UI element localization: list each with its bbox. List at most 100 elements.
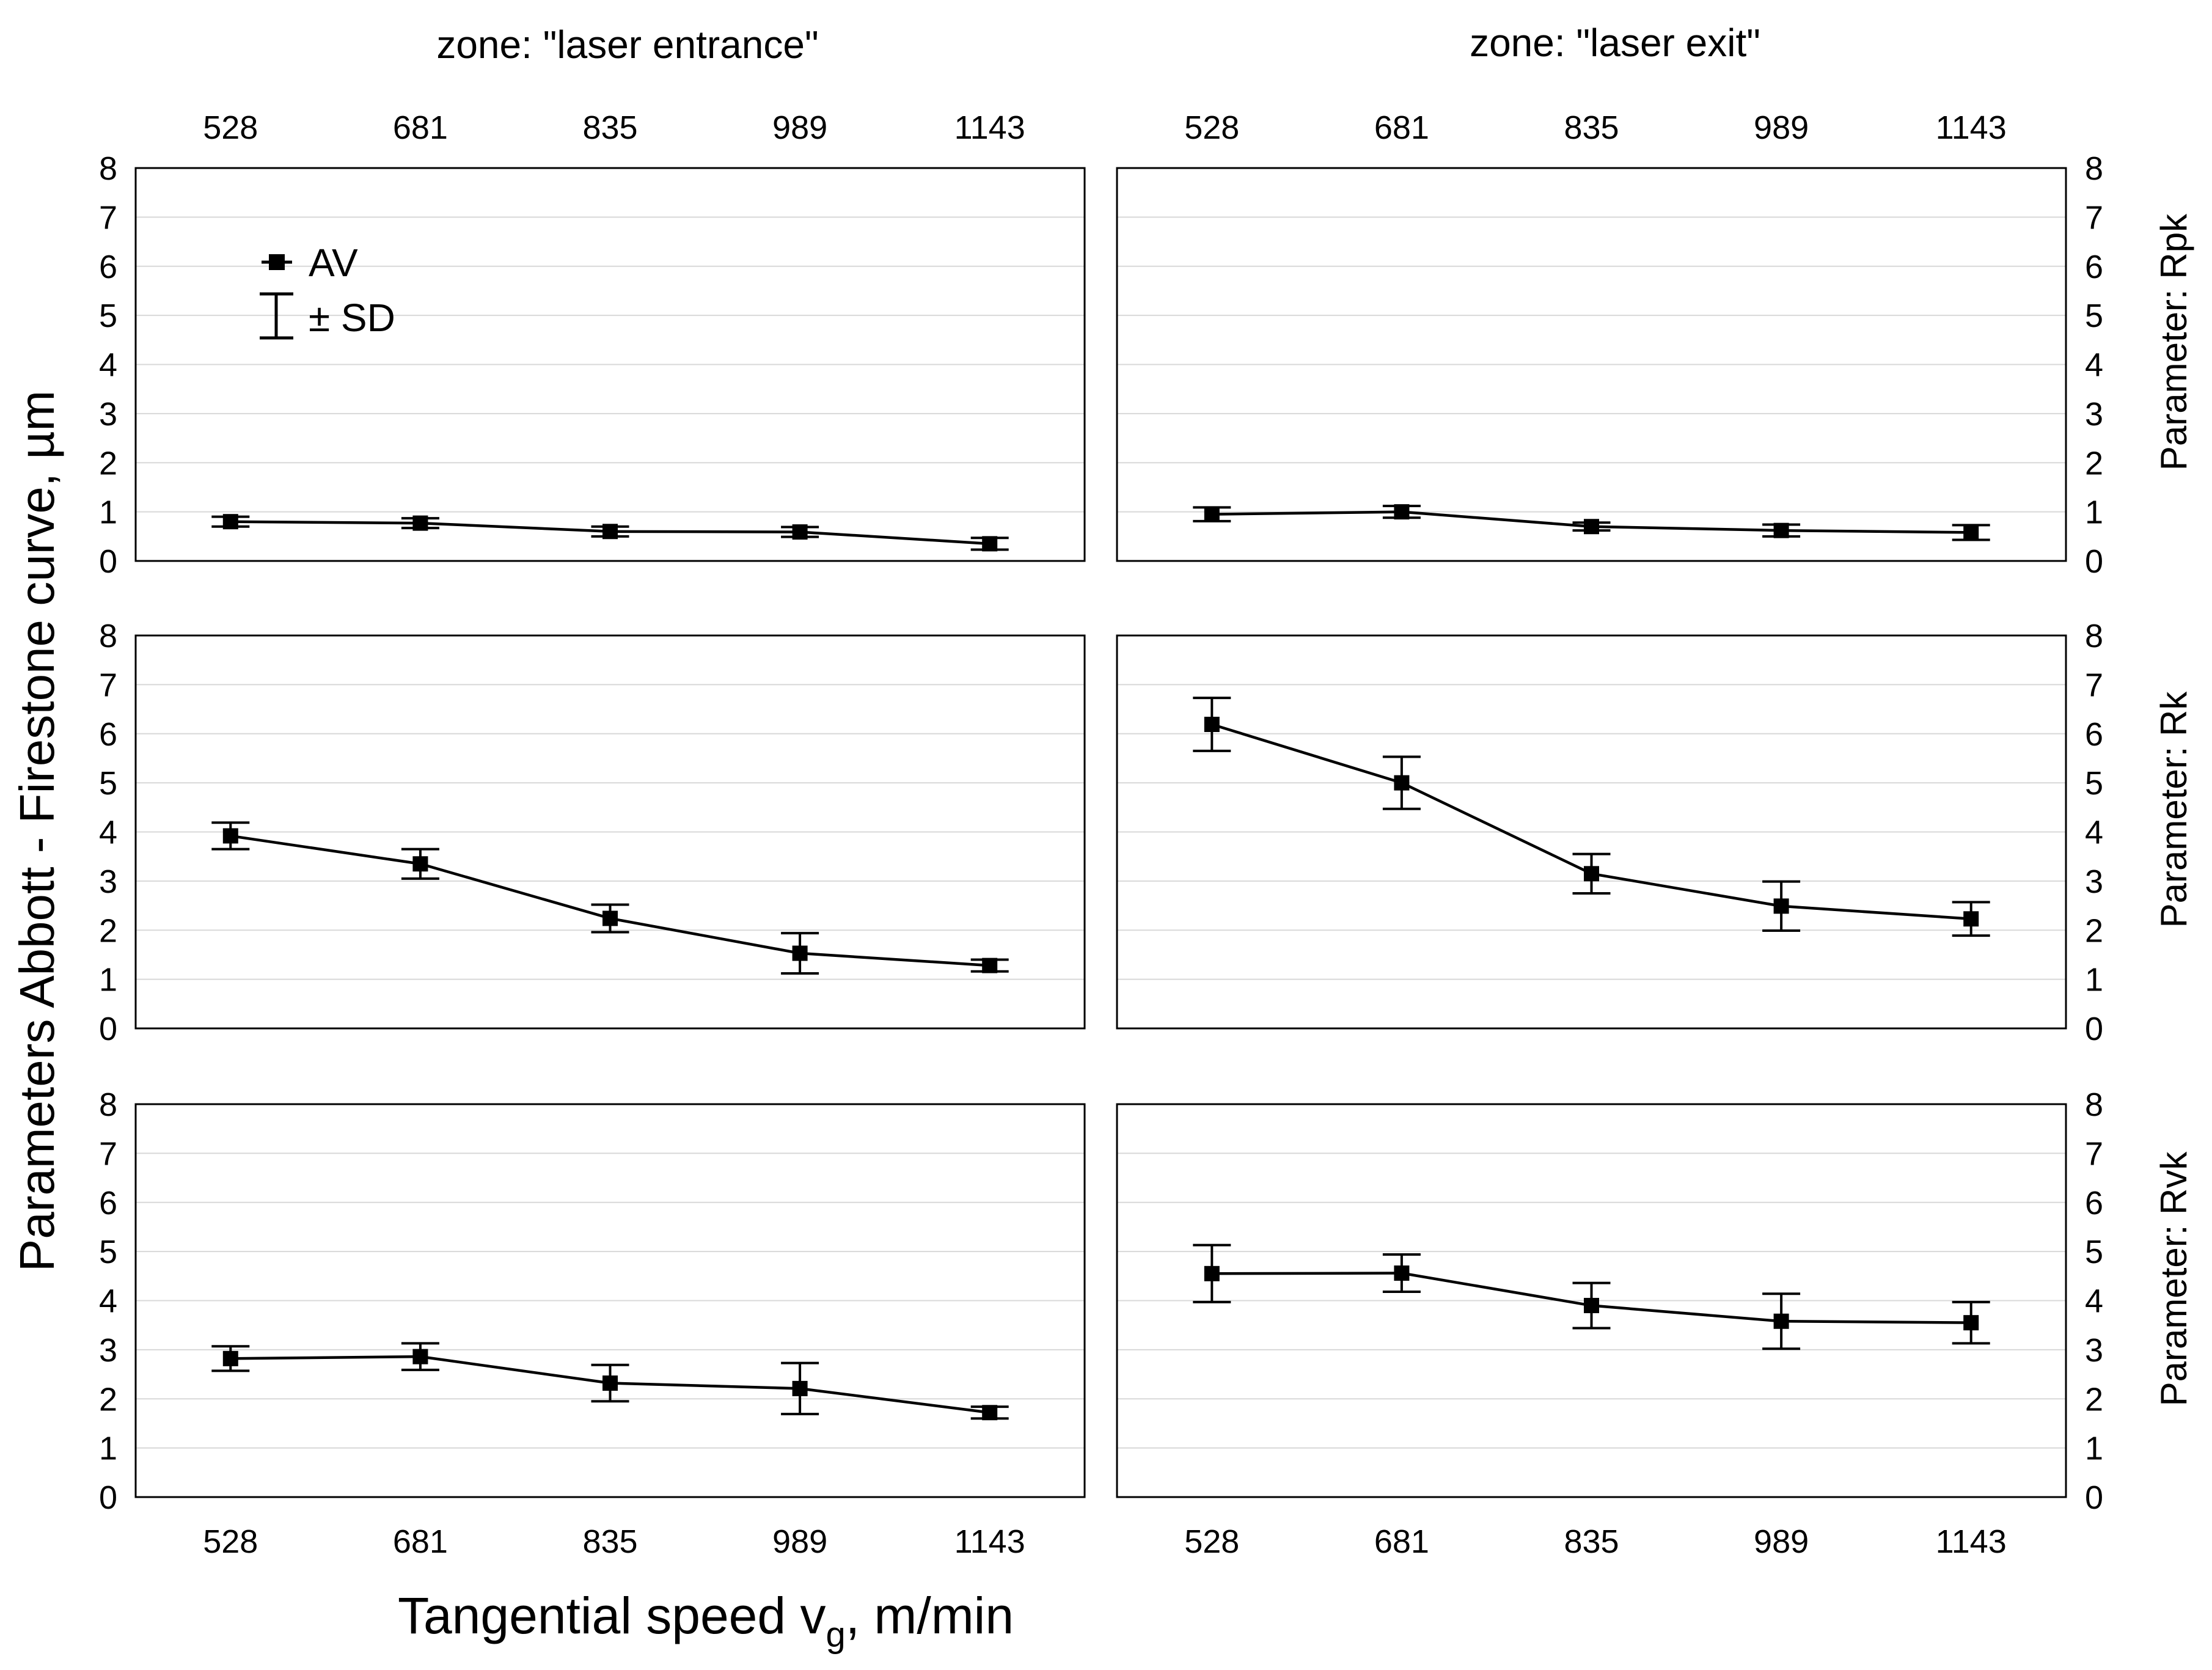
- x-tick-label-bottom-entrance-989: 989: [772, 1523, 827, 1560]
- y-tick-label-right-rk-4: 4: [2085, 815, 2103, 851]
- x-tick-label-bottom-exit-528: 528: [1184, 1523, 1239, 1560]
- data-point-rpk-entrance-528: [222, 514, 238, 530]
- y-tick-label-right-rpk-2: 2: [2085, 445, 2103, 482]
- y-tick-label-right-rk-3: 3: [2085, 863, 2103, 900]
- legend-sd-label: ± SD: [309, 296, 395, 340]
- parameter-label-rpk: Parameter: Rpk: [2153, 213, 2194, 471]
- panel-frame-rvk-exit: [1116, 1103, 2067, 1498]
- data-point-rk-entrance-528: [222, 828, 238, 844]
- data-point-rvk-exit-835: [1584, 1298, 1599, 1314]
- x-tick-label-top-entrance-681: 681: [393, 109, 448, 146]
- x-axis-label-subscript: g: [826, 1615, 845, 1655]
- y-tick-label-left-rpk-3: 3: [99, 396, 117, 433]
- y-tick-label-left-rvk-5: 5: [99, 1234, 117, 1270]
- data-point-rpk-entrance-835: [602, 524, 618, 540]
- y-tick-label-right-rvk-2: 2: [2085, 1381, 2103, 1418]
- y-tick-label-left-rpk-2: 2: [99, 445, 117, 482]
- panel-frame-rk-exit: [1116, 634, 2067, 1030]
- y-tick-label-right-rpk-7: 7: [2085, 199, 2103, 236]
- x-tick-label-bottom-entrance-835: 835: [582, 1523, 637, 1560]
- data-point-rvk-exit-989: [1773, 1313, 1789, 1329]
- y-tick-label-right-rvk-3: 3: [2085, 1332, 2103, 1369]
- y-tick-label-right-rvk-1: 1: [2085, 1430, 2103, 1467]
- x-tick-label-top-exit-528: 528: [1184, 109, 1239, 146]
- data-point-rvk-entrance-835: [602, 1375, 618, 1391]
- y-tick-label-left-rk-4: 4: [99, 815, 117, 851]
- data-point-rk-exit-1143: [1963, 911, 1979, 927]
- y-tick-label-left-rpk-6: 6: [99, 249, 117, 285]
- data-point-rpk-exit-528: [1204, 507, 1220, 522]
- y-tick-label-right-rk-1: 1: [2085, 962, 2103, 998]
- data-point-rvk-entrance-1143: [982, 1405, 998, 1421]
- x-tick-label-top-exit-835: 835: [1564, 109, 1619, 146]
- y-tick-label-right-rvk-8: 8: [2085, 1086, 2103, 1123]
- panel-frame-rpk-exit: [1116, 167, 2067, 562]
- data-point-rk-exit-835: [1584, 866, 1599, 882]
- y-tick-label-right-rpk-4: 4: [2085, 347, 2103, 384]
- x-tick-label-bottom-entrance-681: 681: [393, 1523, 448, 1560]
- y-tick-label-left-rvk-8: 8: [99, 1086, 117, 1123]
- x-tick-label-top-entrance-989: 989: [772, 109, 827, 146]
- y-tick-label-left-rvk-1: 1: [99, 1430, 117, 1467]
- y-tick-label-left-rpk-0: 0: [99, 543, 117, 580]
- legend: AV ± SD: [260, 241, 395, 340]
- y-tick-label-left-rk-2: 2: [99, 912, 117, 949]
- data-point-rpk-exit-989: [1773, 522, 1789, 538]
- x-tick-label-top-entrance-528: 528: [203, 109, 258, 146]
- data-point-rvk-exit-681: [1394, 1265, 1410, 1281]
- x-tick-label-top-exit-1143: 1143: [1936, 109, 2007, 146]
- panel-frame-rk-entrance: [134, 634, 1086, 1030]
- y-tick-label-left-rvk-4: 4: [99, 1283, 117, 1320]
- y-tick-label-right-rpk-1: 1: [2085, 494, 2103, 531]
- zone-label-right: zone: "laser exit": [1470, 21, 1760, 65]
- y-tick-label-left-rk-6: 6: [99, 716, 117, 753]
- y-tick-label-right-rk-2: 2: [2085, 912, 2103, 949]
- y-tick-label-left-rk-5: 5: [99, 765, 117, 802]
- data-point-rk-entrance-681: [412, 856, 428, 872]
- series-line-rk-entrance: [230, 834, 990, 967]
- y-tick-label-left-rvk-0: 0: [99, 1479, 117, 1516]
- y-tick-label-right-rk-0: 0: [2085, 1011, 2103, 1047]
- y-tick-label-left-rpk-7: 7: [99, 199, 117, 236]
- data-point-rvk-entrance-681: [412, 1349, 428, 1364]
- y-tick-label-left-rk-7: 7: [99, 667, 117, 703]
- y-tick-label-right-rvk-4: 4: [2085, 1283, 2103, 1320]
- data-point-rpk-exit-1143: [1963, 524, 1979, 540]
- data-point-rk-exit-681: [1394, 775, 1410, 791]
- data-point-rpk-entrance-989: [792, 524, 808, 540]
- x-tick-label-top-exit-681: 681: [1374, 109, 1429, 146]
- y-tick-label-right-rvk-0: 0: [2085, 1479, 2103, 1516]
- x-tick-label-bottom-exit-835: 835: [1564, 1523, 1619, 1560]
- data-point-rvk-exit-528: [1204, 1265, 1220, 1281]
- y-tick-label-left-rvk-3: 3: [99, 1332, 117, 1369]
- legend-av-label: AV: [309, 241, 358, 285]
- data-point-rvk-entrance-528: [222, 1350, 238, 1366]
- panel-frame-rvk-entrance: [134, 1103, 1086, 1498]
- y-tick-label-right-rpk-3: 3: [2085, 396, 2103, 433]
- y-tick-label-right-rpk-5: 5: [2085, 298, 2103, 334]
- x-tick-label-bottom-exit-989: 989: [1754, 1523, 1809, 1560]
- data-layer: [211, 504, 1990, 1421]
- x-axis-label-suffix: , m/min: [846, 1587, 1014, 1644]
- y-tick-label-right-rpk-6: 6: [2085, 249, 2103, 285]
- x-tick-label-top-entrance-835: 835: [582, 109, 637, 146]
- x-tick-label-top-entrance-1143: 1143: [954, 109, 1025, 146]
- x-axis-label-main: Tangential speed v: [398, 1587, 826, 1644]
- y-tick-label-left-rk-3: 3: [99, 863, 117, 900]
- y-tick-label-right-rpk-0: 0: [2085, 543, 2103, 580]
- y-tick-label-right-rvk-6: 6: [2085, 1185, 2103, 1221]
- zone-label-left: zone: "laser entrance": [436, 23, 818, 67]
- panel-frames: [134, 167, 2067, 1498]
- y-tick-label-left-rvk-6: 6: [99, 1185, 117, 1221]
- data-point-rvk-entrance-989: [792, 1380, 808, 1396]
- y-tick-label-left-rpk-1: 1: [99, 494, 117, 531]
- tick-label-layer: 0 01 12 23 34 45 56 67 78 80 01 12 23 34 45 56 67 78 80 01 1…: [99, 109, 2103, 1560]
- y-tick-label-right-rk-8: 8: [2085, 618, 2103, 654]
- y-tick-label-right-rvk-7: 7: [2085, 1135, 2103, 1172]
- y-tick-label-right-rk-7: 7: [2085, 667, 2103, 703]
- y-tick-label-left-rvk-7: 7: [99, 1135, 117, 1172]
- y-tick-label-left-rk-0: 0: [99, 1011, 117, 1047]
- parameter-label-rk: Parameter: Rk: [2153, 691, 2194, 928]
- x-tick-label-bottom-entrance-1143: 1143: [954, 1523, 1025, 1560]
- y-axis-label: Parameters Abbott - Firestone curve, µm: [10, 390, 64, 1272]
